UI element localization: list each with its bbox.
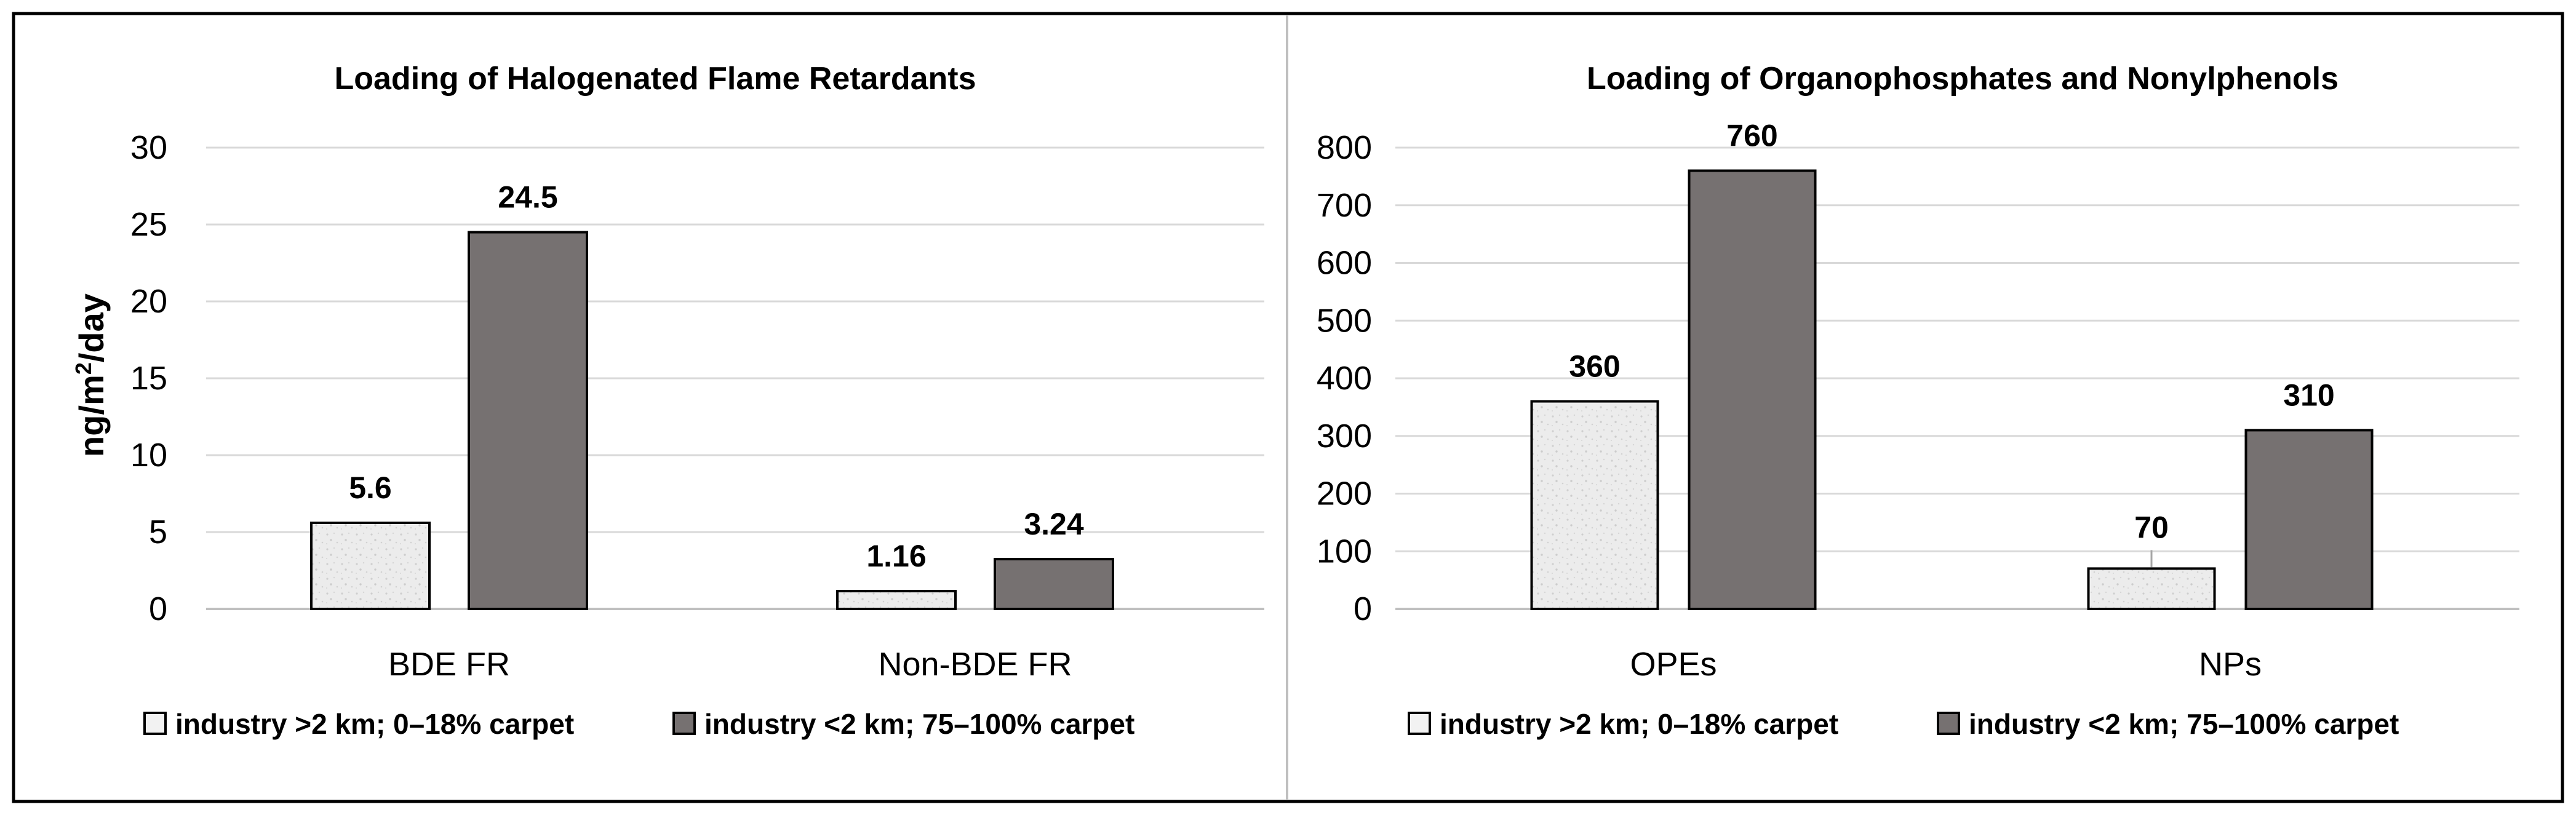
y-tick-label: 5 [149, 514, 167, 551]
y-tick-label: 15 [130, 360, 167, 397]
y-tick-label: 200 [1317, 475, 1372, 512]
data-label: 70 [2134, 510, 2169, 544]
y-tick-label: 0 [149, 590, 167, 627]
y-tick-label: 100 [1317, 533, 1372, 570]
y-axis-label-tail: /day [72, 293, 111, 362]
category-label: OPEs [1630, 646, 1717, 683]
data-label: 360 [1569, 349, 1620, 384]
y-tick-label: 800 [1317, 129, 1372, 166]
category-label: NPs [2199, 646, 2262, 683]
legend-swatch [672, 712, 696, 735]
legend-swatch [143, 712, 167, 735]
bar-dark [2244, 429, 2374, 610]
y-tick-label: 0 [1354, 590, 1372, 627]
chart-title: Loading of Halogenated Flame Retardants [334, 61, 976, 97]
legend-label: industry <2 km; 75–100% carpet [704, 708, 1134, 740]
legend-swatch [1937, 712, 1960, 735]
data-label: 24.5 [498, 180, 557, 215]
legend-label: industry >2 km; 0–18% carpet [1440, 708, 1838, 740]
bar-dark [994, 558, 1114, 610]
y-tick-label: 400 [1317, 360, 1372, 397]
bar-light [2087, 567, 2216, 610]
bar-light [1530, 400, 1659, 610]
y-tick-label: 700 [1317, 187, 1372, 224]
chart-halogenated-flame-retardants: Loading of Halogenated Flame Retardants 0… [71, 61, 1264, 740]
data-label: 1.16 [866, 539, 926, 573]
chart-organophosphates-nonylphenols: Loading of Organophosphates and Nonylphe… [1317, 61, 2519, 740]
legend-swatch [1408, 712, 1431, 735]
legend-label: industry >2 km; 0–18% carpet [175, 708, 574, 740]
y-tick-label: 600 [1317, 245, 1372, 282]
data-label: 310 [2283, 378, 2334, 412]
y-axis-label-superscript: 2 [71, 362, 96, 375]
data-label: 760 [1726, 119, 1777, 153]
chart-title: Loading of Organophosphates and Nonylphe… [1587, 61, 2339, 97]
y-tick-label: 500 [1317, 302, 1372, 339]
data-label: 5.6 [349, 471, 392, 505]
y-tick-label: 25 [130, 206, 167, 243]
y-tick-label: 20 [130, 283, 167, 320]
y-tick-label: 10 [130, 437, 167, 474]
data-label: 3.24 [1024, 507, 1084, 541]
bar-light [310, 522, 431, 610]
y-tick-label: 30 [130, 129, 167, 166]
bar-dark [1688, 169, 1817, 610]
category-label: BDE FR [388, 646, 510, 683]
legend-label: industry <2 km; 75–100% carpet [1969, 708, 2399, 740]
y-tick-label: 300 [1317, 418, 1372, 455]
bar-dark [468, 231, 588, 610]
y-axis-label-main: ng/m [72, 375, 111, 457]
bar-light [836, 590, 957, 610]
category-label: Non-BDE FR [878, 646, 1072, 683]
y-axis-label: ng/m2/day [71, 293, 111, 457]
